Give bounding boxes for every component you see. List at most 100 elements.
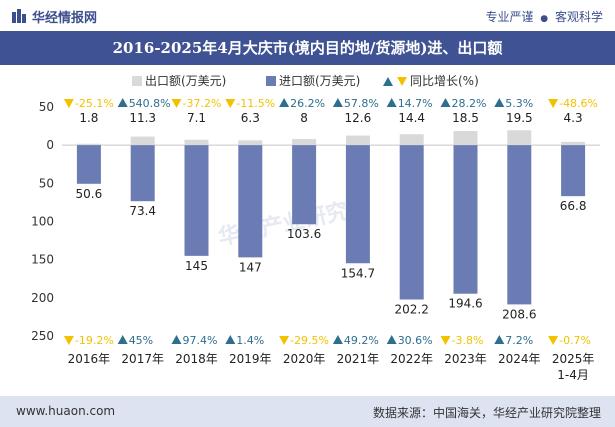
- up-arrow-icon: [494, 98, 505, 107]
- export-value-label: 19.5: [506, 111, 533, 125]
- import-value-label: 103.6: [287, 227, 321, 241]
- import-bar: [399, 145, 424, 300]
- down-arrow-icon: [63, 336, 74, 345]
- logo-text: 华经情报网: [32, 11, 98, 26]
- up-arrow-icon: [440, 98, 451, 107]
- x-tick-label: 2017年: [121, 352, 164, 366]
- up-arrow-icon: [494, 335, 505, 344]
- x-tick-label: 2016年: [68, 352, 111, 366]
- up-arrow-icon: [386, 98, 397, 107]
- import-bar: [507, 145, 532, 305]
- up-arrow-icon: [117, 335, 128, 344]
- export-growth-label: 14.7%: [398, 97, 433, 110]
- import-bar: [184, 145, 209, 256]
- x-tick-label: 2022年: [390, 352, 433, 366]
- export-bar: [507, 130, 532, 146]
- down-arrow-icon: [548, 336, 559, 345]
- up-arrow-icon: [332, 335, 343, 344]
- legend-down-arrow-icon: [397, 77, 407, 86]
- import-value-label: 194.6: [448, 297, 482, 311]
- import-value-label: 154.7: [341, 266, 375, 280]
- import-value-label: 202.2: [395, 303, 429, 317]
- export-value-label: 8: [300, 111, 308, 125]
- legend-import-label: 进口额(万美元): [279, 74, 360, 88]
- header-tags: 专业严谨 ● 客观科学: [485, 8, 603, 25]
- import-value-label: 147: [239, 260, 262, 274]
- import-growth-label: -0.7%: [559, 334, 591, 347]
- import-bar: [292, 145, 317, 225]
- import-growth-label: -29.5%: [290, 334, 329, 347]
- export-growth-label: 5.3%: [505, 97, 533, 110]
- x-tick-label: 2020年: [283, 352, 326, 366]
- import-value-label: 145: [185, 259, 208, 273]
- y-tick-label: 0: [46, 138, 54, 152]
- import-value-label: 208.6: [502, 307, 536, 321]
- export-growth-label: 540.8%: [129, 97, 171, 110]
- down-arrow-icon: [225, 99, 236, 108]
- import-growth-label: 1.4%: [236, 334, 264, 347]
- export-value-label: 12.6: [345, 111, 372, 125]
- up-arrow-icon: [171, 335, 182, 344]
- import-growth-label: 49.2%: [344, 334, 379, 347]
- export-value-label: 14.4: [398, 111, 425, 125]
- x-tick-label: 2025年: [552, 352, 595, 366]
- import-growth-label: -3.8%: [452, 334, 484, 347]
- import-growth-label: 30.6%: [398, 334, 433, 347]
- export-growth-label: -48.6%: [559, 97, 598, 110]
- x-tick-label: 1-4月: [557, 368, 589, 382]
- down-arrow-icon: [171, 99, 182, 108]
- export-bar: [453, 131, 478, 146]
- down-arrow-icon: [63, 99, 74, 108]
- export-growth-label: -37.2%: [183, 97, 222, 110]
- up-arrow-icon: [332, 98, 343, 107]
- export-bar: [184, 139, 209, 146]
- up-arrow-icon: [279, 98, 290, 107]
- down-arrow-icon: [440, 336, 451, 345]
- export-growth-label: -11.5%: [236, 97, 275, 110]
- export-growth-label: -25.1%: [75, 97, 114, 110]
- footer: www.huaon.com 数据来源：中国海关，华经产业研究院整理: [0, 396, 615, 427]
- export-bar: [399, 134, 424, 146]
- legend-up-arrow-icon: [383, 77, 393, 86]
- export-value-label: 11.3: [129, 111, 156, 125]
- legend-export-swatch: [132, 76, 142, 86]
- tag-separator: ●: [540, 14, 549, 24]
- y-tick-label: 250: [31, 329, 54, 343]
- chart-title: 2016-2025年4月大庆市(境内目的地/货源地)进、出口额: [0, 31, 615, 65]
- y-tick-label: 50: [39, 176, 54, 190]
- export-bar: [238, 140, 263, 146]
- import-bar: [345, 145, 370, 264]
- y-tick-label: 150: [31, 253, 54, 267]
- y-tick-label: 100: [31, 215, 54, 229]
- legend-export-label: 出口额(万美元): [145, 74, 226, 88]
- logo-icon: [12, 9, 26, 23]
- import-value-label: 66.8: [560, 199, 587, 213]
- import-growth-label: 45%: [129, 334, 153, 347]
- import-bar: [561, 145, 586, 197]
- up-arrow-icon: [225, 335, 236, 344]
- down-arrow-icon: [548, 99, 559, 108]
- import-growth-label: -19.2%: [75, 334, 114, 347]
- import-growth-label: 97.4%: [183, 334, 218, 347]
- up-arrow-icon: [117, 98, 128, 107]
- export-growth-label: 26.2%: [290, 97, 325, 110]
- footer-website[interactable]: www.huaon.com: [16, 404, 116, 418]
- export-bar: [561, 141, 586, 146]
- x-tick-label: 2021年: [337, 352, 380, 366]
- footer-source: 数据来源：中国海关，华经产业研究院整理: [372, 406, 601, 420]
- legend-yoy-label: 同比增长(%): [410, 74, 479, 88]
- export-growth-label: 57.8%: [344, 97, 379, 110]
- bar-chart: 华经产业研究院出口额(万美元)进口额(万美元)同比增长(%)5005010015…: [31, 74, 600, 382]
- import-value-label: 73.4: [129, 204, 156, 218]
- export-bar: [76, 143, 101, 146]
- export-bar: [292, 139, 317, 146]
- export-growth-label: 28.2%: [452, 97, 487, 110]
- tag-professional: 专业严谨: [485, 10, 534, 24]
- down-arrow-icon: [279, 336, 290, 345]
- y-tick-label: 200: [31, 291, 54, 305]
- export-value-label: 1.8: [79, 111, 98, 125]
- export-value-label: 4.3: [564, 111, 583, 125]
- import-bar: [76, 145, 101, 184]
- export-bar: [130, 136, 155, 146]
- legend-import-swatch: [266, 76, 276, 86]
